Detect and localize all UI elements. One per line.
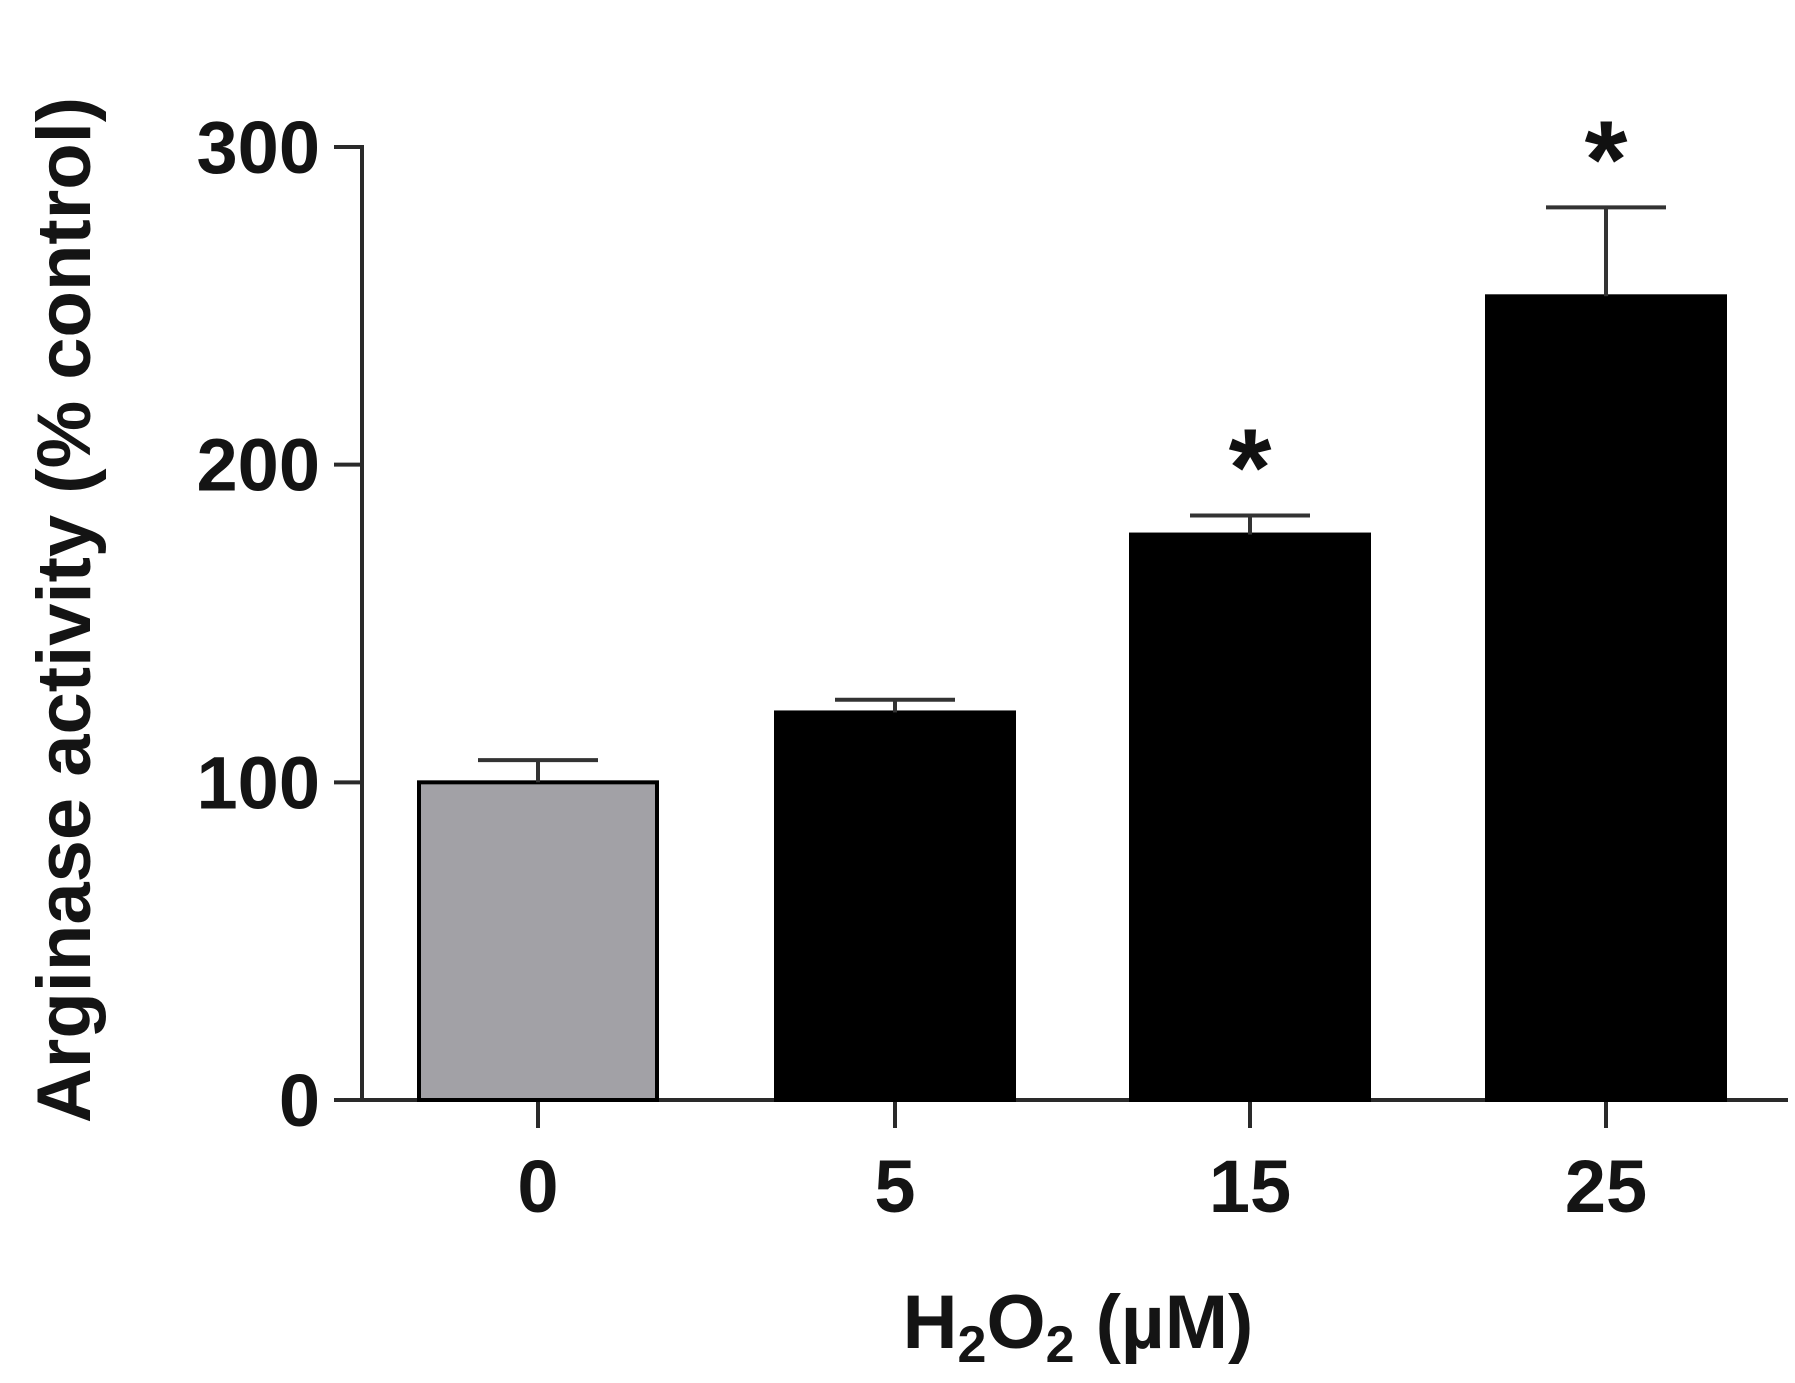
y-axis: 0 100 200 300 [197,106,364,1142]
bars [417,294,1727,1102]
y-tick-label: 0 [279,1059,320,1142]
bar [1129,532,1371,1102]
significance-star: * [1585,98,1628,221]
error-bars [478,205,1666,783]
x-tick-label: 25 [1565,1145,1647,1228]
y-axis-title: Arginase activity (% control) [22,97,107,1123]
x-axis-title: H2O2 (µM) [903,1280,1254,1374]
significance-markers: ** [1229,98,1628,529]
x-tick-label: 5 [874,1145,915,1228]
y-tick-label: 300 [197,106,320,189]
bar [1485,294,1727,1102]
significance-star: * [1229,406,1272,529]
y-tick-label: 200 [197,424,320,507]
y-tick-label: 100 [197,741,320,824]
x-axis: 0 5 15 25 [334,1098,1788,1228]
bar [417,780,659,1102]
bar [774,710,1016,1102]
x-tick-label: 15 [1209,1145,1291,1228]
x-tick-label: 0 [517,1145,558,1228]
